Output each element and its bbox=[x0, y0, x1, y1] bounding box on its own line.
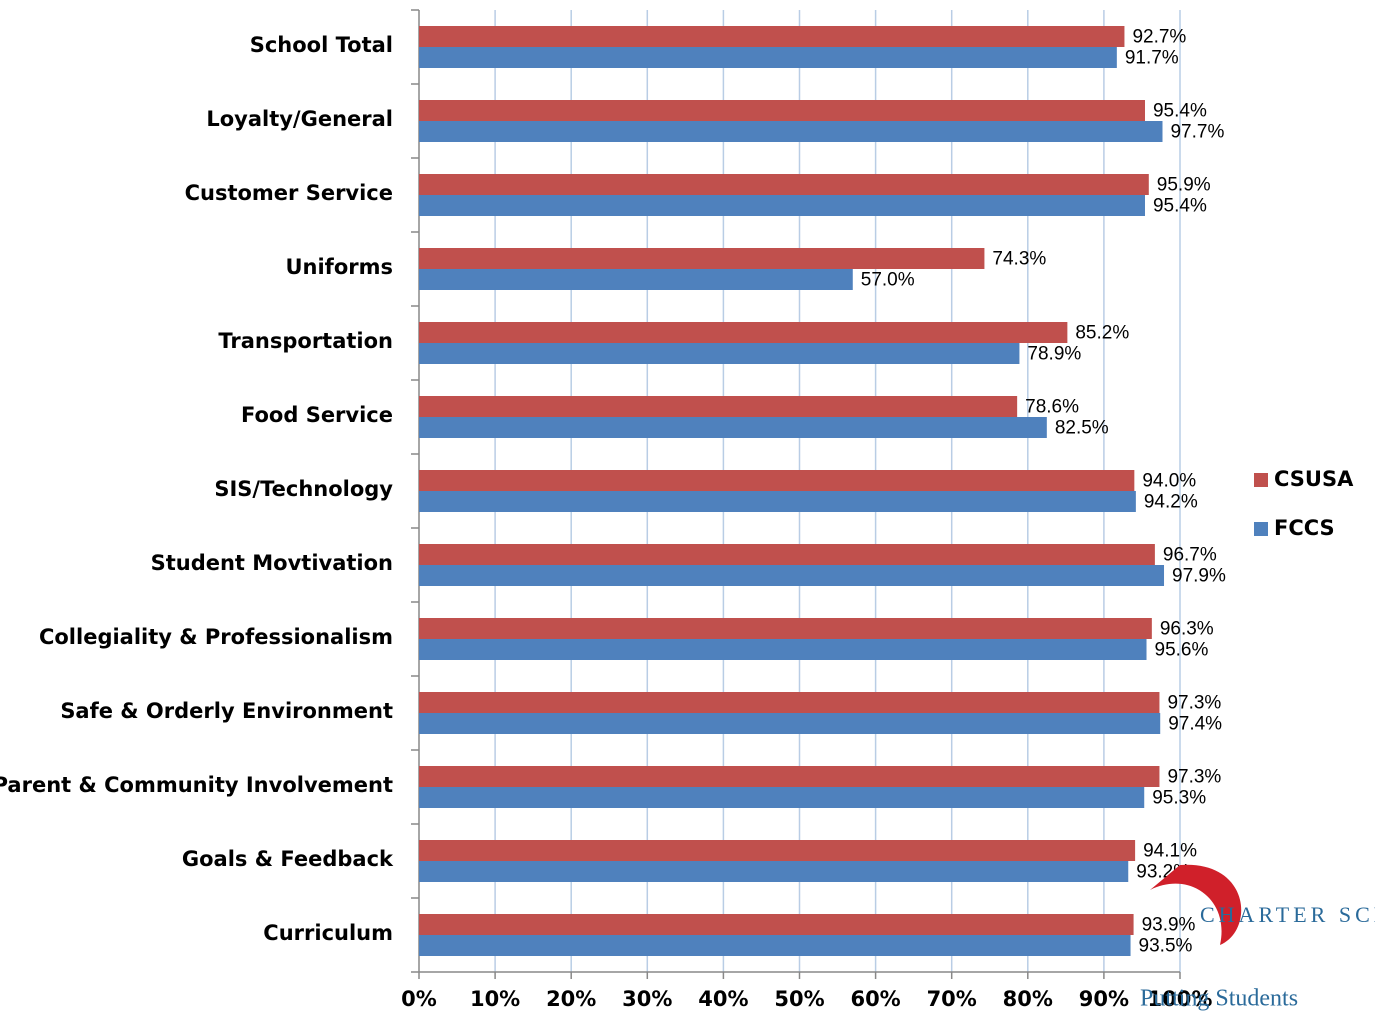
value-label: 94.1% bbox=[1143, 841, 1197, 862]
bar bbox=[419, 47, 1117, 68]
bar bbox=[419, 914, 1134, 935]
bar bbox=[419, 269, 853, 290]
bar bbox=[419, 935, 1131, 956]
x-tick-label: 20% bbox=[546, 987, 596, 1011]
bar bbox=[419, 248, 985, 269]
bar bbox=[419, 491, 1136, 512]
value-label: 74.3% bbox=[992, 249, 1046, 270]
value-label: 94.2% bbox=[1144, 492, 1198, 513]
value-label: 82.5% bbox=[1055, 418, 1109, 439]
logo: CHARTER SCHOOLS Putting Students bbox=[1140, 864, 1375, 1012]
bar bbox=[419, 195, 1145, 216]
bar bbox=[419, 417, 1047, 438]
category-label: Collegiality & Professionalism bbox=[39, 625, 393, 649]
x-tick-label: 70% bbox=[927, 987, 977, 1011]
category-label: Parent & Community Involvement bbox=[0, 773, 393, 797]
value-label: 97.3% bbox=[1167, 767, 1221, 788]
value-label: 95.6% bbox=[1155, 640, 1209, 661]
value-label: 91.7% bbox=[1125, 48, 1179, 69]
logo-swoosh bbox=[1150, 864, 1242, 945]
category-label: School Total bbox=[250, 33, 393, 57]
x-tick-label: 30% bbox=[622, 987, 672, 1011]
bar bbox=[419, 692, 1160, 713]
value-label: 94.0% bbox=[1142, 471, 1196, 492]
category-label: Transportation bbox=[218, 329, 393, 353]
legend-swatch bbox=[1254, 522, 1268, 536]
x-tick-label: 40% bbox=[698, 987, 748, 1011]
value-label: 78.6% bbox=[1025, 397, 1079, 418]
value-label: 95.9% bbox=[1157, 175, 1211, 196]
x-tick-label: 90% bbox=[1079, 987, 1129, 1011]
value-label: 78.9% bbox=[1027, 344, 1081, 365]
value-label: 95.4% bbox=[1153, 196, 1207, 217]
bar bbox=[419, 396, 1018, 417]
category-label: Curriculum bbox=[263, 921, 393, 945]
value-label: 57.0% bbox=[861, 270, 915, 291]
value-label: 97.3% bbox=[1167, 693, 1221, 714]
legend-swatch bbox=[1254, 473, 1268, 487]
x-tick-label: 80% bbox=[1003, 987, 1053, 1011]
bar bbox=[419, 121, 1163, 142]
value-label: 85.2% bbox=[1075, 323, 1129, 344]
bar bbox=[419, 840, 1136, 861]
category-label: Student Movtivation bbox=[151, 551, 393, 575]
x-tick-label: 50% bbox=[774, 987, 824, 1011]
category-label: Customer Service bbox=[185, 181, 393, 205]
category-label: Uniforms bbox=[285, 255, 393, 279]
value-label: 97.4% bbox=[1168, 714, 1222, 735]
value-label: 95.4% bbox=[1153, 101, 1207, 122]
bar bbox=[419, 322, 1068, 343]
bar bbox=[419, 174, 1149, 195]
bar bbox=[419, 713, 1161, 734]
x-tick-label: 100% bbox=[1148, 987, 1213, 1011]
value-label: 93.9% bbox=[1142, 915, 1196, 936]
value-label: 92.7% bbox=[1132, 27, 1186, 48]
category-label: SIS/Technology bbox=[214, 477, 393, 501]
bar bbox=[419, 618, 1152, 639]
x-tick-label: 60% bbox=[850, 987, 900, 1011]
value-label: 97.7% bbox=[1170, 122, 1224, 143]
bar bbox=[419, 343, 1020, 364]
value-label: 96.7% bbox=[1163, 545, 1217, 566]
x-tick-label: 0% bbox=[401, 987, 437, 1011]
legend-label: CSUSA bbox=[1274, 467, 1354, 491]
bar bbox=[419, 100, 1145, 121]
logo-tagline: Putting Students bbox=[1140, 986, 1298, 1012]
value-label: 95.3% bbox=[1152, 788, 1206, 809]
bar bbox=[419, 470, 1135, 491]
value-label: 96.3% bbox=[1160, 619, 1214, 640]
bar bbox=[419, 639, 1147, 660]
category-label: Safe & Orderly Environment bbox=[60, 699, 393, 723]
category-label: Goals & Feedback bbox=[182, 847, 394, 871]
bar bbox=[419, 544, 1155, 565]
bar bbox=[419, 565, 1165, 586]
logo-text: CHARTER SCHOOLS bbox=[1200, 902, 1375, 927]
bar bbox=[419, 766, 1160, 787]
category-label: Loyalty/General bbox=[206, 107, 393, 131]
bar bbox=[419, 26, 1125, 47]
legend-label: FCCS bbox=[1274, 516, 1335, 540]
category-label: Food Service bbox=[241, 403, 393, 427]
value-label: 97.9% bbox=[1172, 566, 1226, 587]
x-tick-label: 10% bbox=[470, 987, 520, 1011]
bar bbox=[419, 861, 1129, 882]
bar bbox=[419, 787, 1145, 808]
value-label: 93.5% bbox=[1139, 936, 1193, 957]
